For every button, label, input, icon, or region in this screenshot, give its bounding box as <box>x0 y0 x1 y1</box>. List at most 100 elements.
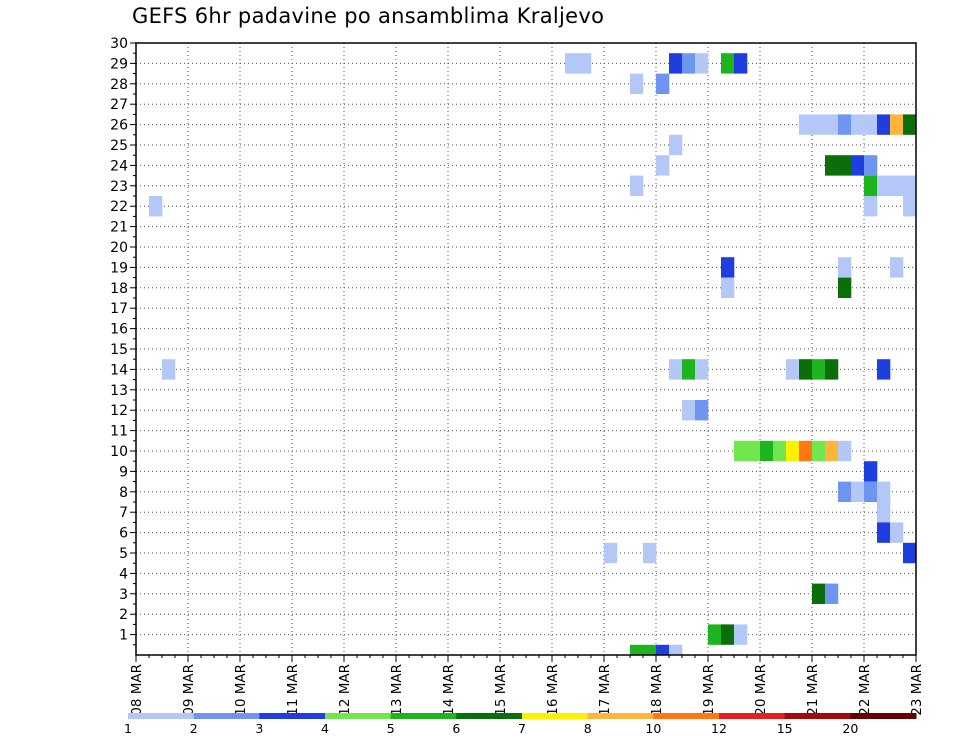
heatmap-cell <box>890 522 904 543</box>
x-tick-label: 19 MAR <box>701 664 717 716</box>
y-tick-label: 7 <box>119 505 128 521</box>
x-tick-label: 18 MAR <box>649 664 665 716</box>
heatmap-cell <box>669 644 683 655</box>
heatmap-cell <box>903 196 917 217</box>
heatmap-cell <box>747 440 761 462</box>
x-tick-label: 20 MAR <box>753 664 769 716</box>
heatmap-cell <box>656 73 670 94</box>
heatmap-cell <box>643 644 657 655</box>
heatmap-cell <box>669 134 683 156</box>
heatmap-cell <box>877 359 891 380</box>
heatmap-cell <box>695 400 709 421</box>
colorbar-label: 4 <box>321 721 329 736</box>
heatmap-cell <box>786 359 800 380</box>
heatmap-cell <box>877 175 891 196</box>
y-tick-label: 9 <box>119 464 128 480</box>
heatmap-cell <box>799 440 813 462</box>
y-tick-label: 17 <box>110 301 128 317</box>
heatmap-cell <box>838 277 852 298</box>
heatmap-cell <box>851 155 865 176</box>
y-tick-label: 20 <box>110 240 128 256</box>
heatmap-cell <box>903 114 917 135</box>
heatmap-cell <box>734 624 748 645</box>
heatmap-cell <box>864 175 878 196</box>
heatmap-cell <box>656 155 670 176</box>
y-tick-label: 14 <box>110 362 128 378</box>
heatmap-cell <box>890 175 904 196</box>
cells-layer <box>149 53 917 655</box>
heatmap-cell <box>851 114 865 135</box>
heatmap-cell <box>903 175 917 196</box>
heatmap-cell <box>864 196 878 217</box>
heatmap-cell <box>760 440 774 462</box>
colorbar-swatch <box>259 713 326 719</box>
colorbar-swatch <box>325 713 392 719</box>
colorbar-swatch <box>456 713 523 719</box>
heatmap-cell <box>162 359 176 380</box>
colorbar-swatch <box>193 713 260 719</box>
heatmap-cell <box>682 400 696 421</box>
heatmap-cell <box>890 257 904 278</box>
y-tick-label: 29 <box>110 56 128 72</box>
colorbar-label: 5 <box>387 721 395 736</box>
y-tick-label: 28 <box>110 77 128 93</box>
heatmap-cell <box>812 583 826 604</box>
heatmap-cell <box>877 114 891 135</box>
colorbar-swatch <box>784 713 851 719</box>
colorbar-swatch <box>522 713 589 719</box>
y-tick-label: 27 <box>110 97 128 113</box>
colorbar-swatch <box>653 713 720 719</box>
y-tick-label: 23 <box>110 179 128 195</box>
heatmap-cell <box>734 440 748 462</box>
heatmap-cell <box>669 359 683 380</box>
x-tick-label: 08 MAR <box>129 664 145 716</box>
heatmap-cell <box>786 440 800 462</box>
heatmap-cell <box>825 114 839 135</box>
heatmap-cell <box>890 114 904 135</box>
heatmap-cell <box>721 53 735 74</box>
y-tick-label: 16 <box>110 322 128 338</box>
heatmap-cell <box>578 53 592 74</box>
heatmap-cell <box>864 114 878 135</box>
x-tick-label: 23 MAR <box>909 664 925 716</box>
colorbar-legend: 1 2 3 4 5 6 7 8 10 12 15 20 <box>124 713 917 736</box>
heatmap-cell <box>734 53 748 74</box>
heatmap-cell <box>773 440 787 462</box>
heatmap-cell <box>864 461 878 482</box>
heatmap-cell <box>825 440 839 462</box>
x-tick-label: 17 MAR <box>597 664 613 716</box>
heatmap-cell <box>149 196 163 217</box>
heatmap-cell <box>630 73 644 94</box>
x-tick-label: 14 MAR <box>441 664 457 716</box>
x-tick-label: 09 MAR <box>181 664 197 716</box>
colorbar-label: 1 <box>124 721 132 736</box>
colorbar-swatch <box>128 713 195 719</box>
colorbar-label: 20 <box>842 721 858 736</box>
y-tick-label: 22 <box>110 199 128 215</box>
y-tick-label: 5 <box>119 546 128 562</box>
colorbar-swatch <box>390 713 457 719</box>
heatmap-cell <box>838 257 852 278</box>
y-tick-label: 8 <box>119 485 128 501</box>
heatmap-cell <box>903 542 917 564</box>
heatmap-cell <box>643 542 657 564</box>
y-tick-label: 4 <box>119 566 128 582</box>
heatmap-cell <box>721 277 735 298</box>
heatmap-cell <box>799 114 813 135</box>
colorbar-swatch <box>587 713 654 719</box>
y-axis: 1234567891011121314151617181920212223242… <box>110 36 136 646</box>
x-tick-label: 21 MAR <box>805 664 821 716</box>
heatmap-cell <box>630 644 644 655</box>
x-tick-label: 16 MAR <box>545 664 561 716</box>
y-tick-label: 6 <box>119 526 128 542</box>
colorbar-label: 3 <box>255 721 263 736</box>
heatmap-cell <box>669 53 683 74</box>
x-tick-label: 13 MAR <box>389 664 405 716</box>
heatmap-cell <box>812 114 826 135</box>
heatmap-cell <box>877 522 891 543</box>
heatmap-cell <box>721 257 735 278</box>
y-tick-label: 19 <box>110 260 128 276</box>
colorbar-label: 10 <box>645 721 661 736</box>
heatmap-cell <box>708 624 722 645</box>
y-tick-label: 10 <box>110 444 128 460</box>
